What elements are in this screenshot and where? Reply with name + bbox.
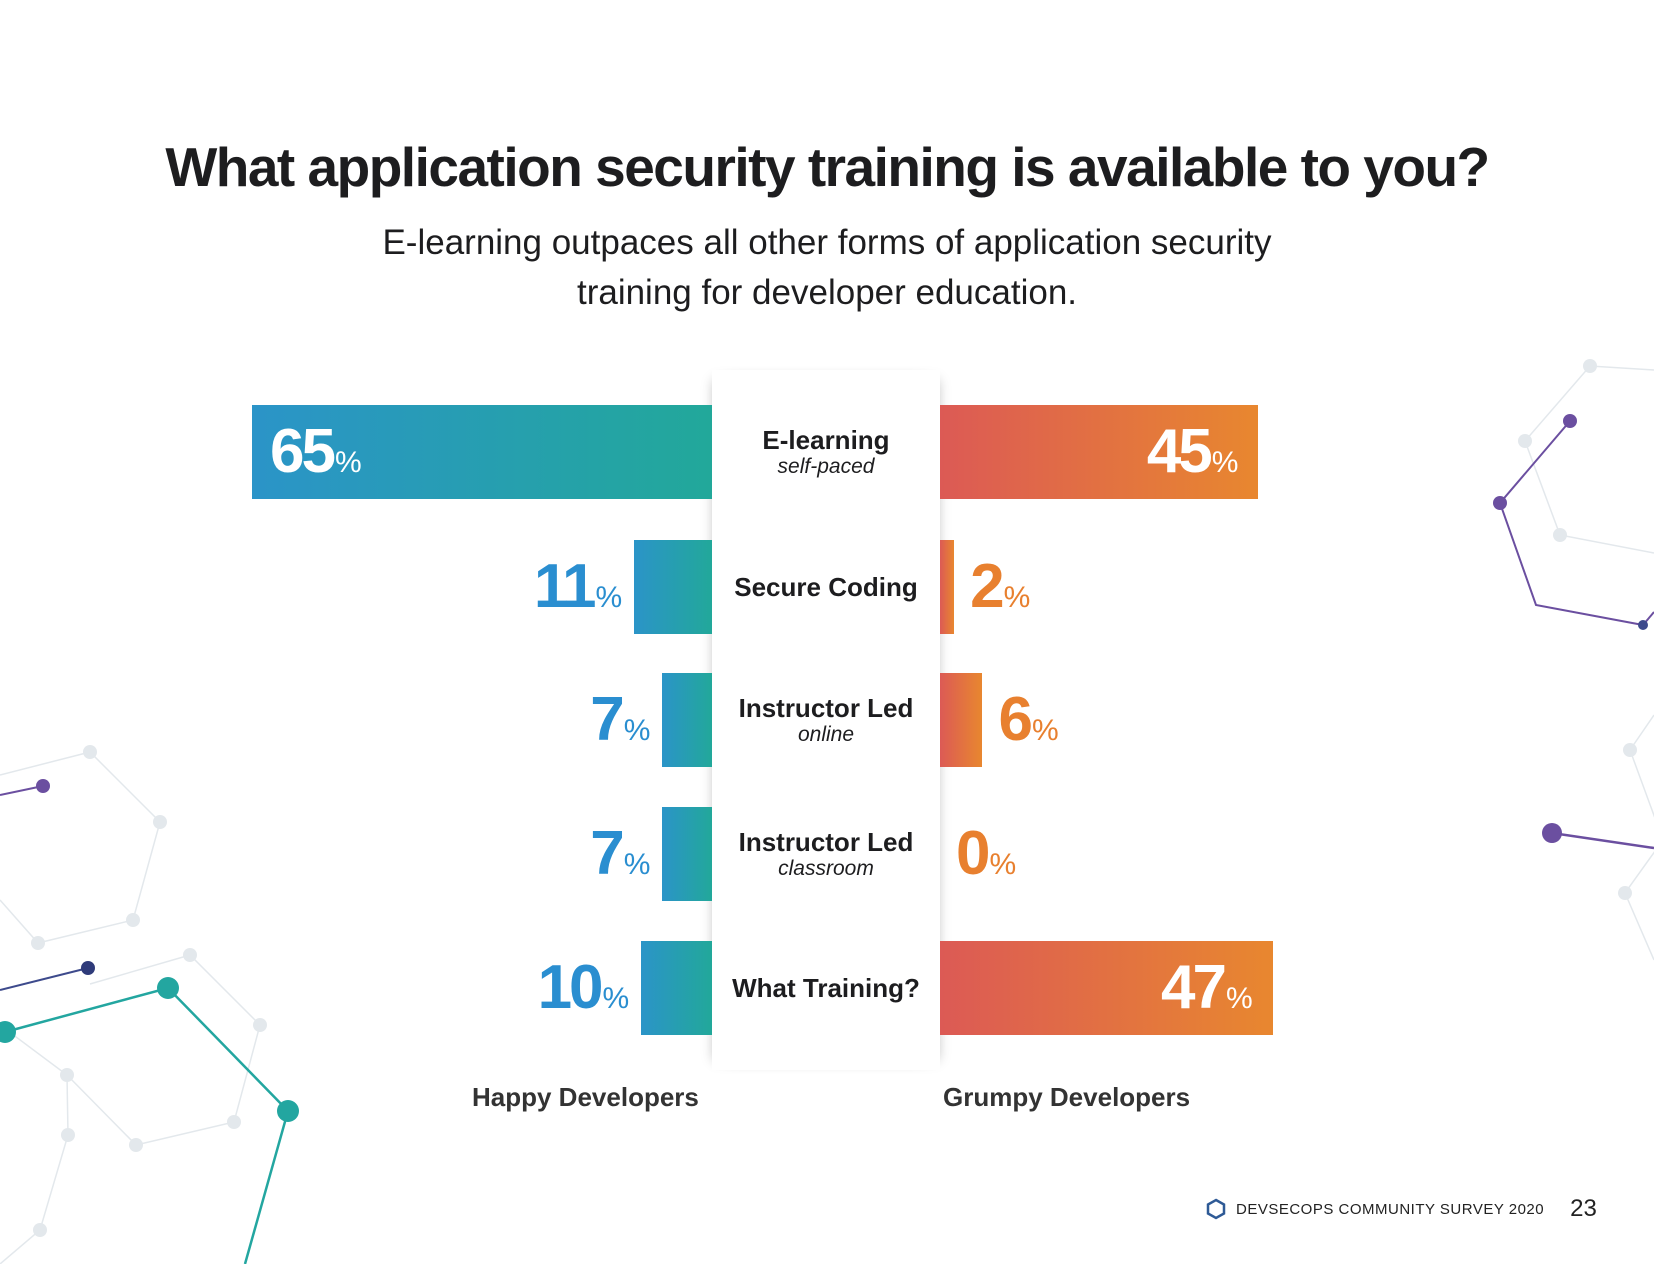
category-main-label: What Training? — [732, 973, 920, 1003]
bar-happy-3 — [662, 807, 712, 901]
bar-grumpy-0 — [940, 405, 1259, 499]
value-number: 6 — [998, 685, 1033, 754]
percent-sign: % — [623, 714, 651, 747]
bar-happy-1 — [634, 540, 712, 634]
page-title: What application security training is av… — [165, 136, 1490, 198]
percent-sign: % — [334, 446, 362, 479]
category-column — [712, 370, 940, 1070]
value-grumpy-3: 0% — [956, 823, 1016, 896]
category-label-3: Instructor Led classroom — [712, 827, 940, 881]
value-number: 7 — [590, 685, 625, 754]
category-label-4: What Training? — [712, 973, 940, 1003]
value-grumpy-1: 2% — [970, 556, 1030, 629]
bar-happy-4 — [641, 941, 712, 1035]
bar-grumpy-1 — [940, 540, 955, 634]
category-main-label: Instructor Led — [738, 693, 914, 723]
value-number: 7 — [590, 819, 625, 888]
category-main-label: E-learning — [762, 425, 890, 455]
value-number: 2 — [970, 552, 1005, 621]
category-main-label: Secure Coding — [734, 572, 918, 602]
percent-sign: % — [602, 982, 630, 1015]
hexagon-icon — [1206, 1198, 1226, 1220]
value-number: 45 — [1146, 417, 1213, 486]
percent-sign: % — [1211, 446, 1239, 479]
percent-sign: % — [1003, 581, 1031, 614]
category-label-2: Instructor Led online — [712, 693, 940, 747]
value-grumpy-4: 47% — [1161, 957, 1253, 1030]
page-footer: DEVSECOPS COMMUNITY SURVEY 2020 23 — [1206, 1195, 1597, 1223]
percent-sign: % — [989, 848, 1017, 881]
category-sublabel: classroom — [778, 857, 874, 880]
percent-sign: % — [595, 581, 623, 614]
percent-sign: % — [1031, 714, 1059, 747]
category-sublabel: self-paced — [777, 455, 875, 478]
category-main-label: Instructor Led — [738, 827, 914, 857]
value-number: 10 — [537, 953, 604, 1022]
value-happy-3: 7% — [590, 823, 650, 896]
percent-sign: % — [623, 848, 651, 881]
value-grumpy-2: 6% — [998, 689, 1058, 762]
value-happy-2: 7% — [590, 689, 650, 762]
bar-happy-0 — [252, 405, 712, 499]
bar-happy-2 — [662, 673, 712, 767]
bar-grumpy-4 — [940, 941, 1273, 1035]
value-happy-0: 65% — [270, 421, 362, 494]
bar-grumpy-2 — [940, 673, 983, 767]
value-number: 11 — [533, 552, 597, 621]
page-subtitle: E-learning outpaces all other forms of a… — [382, 223, 1272, 312]
value-number: 65 — [270, 417, 336, 486]
value-grumpy-0: 45% — [1147, 421, 1239, 494]
percent-sign: % — [1225, 982, 1253, 1015]
category-label-1: Secure Coding — [712, 572, 940, 602]
value-number: 47 — [1160, 953, 1227, 1022]
legend-happy-developers: Happy Developers — [472, 1082, 699, 1112]
footer-survey-name: DEVSECOPS COMMUNITY SURVEY 2020 — [1236, 1200, 1545, 1218]
category-label-0: E-learning self-paced — [712, 425, 940, 479]
page-number: 23 — [1570, 1195, 1597, 1222]
value-happy-1: 11% — [534, 556, 622, 629]
value-number: 0 — [956, 819, 991, 888]
category-sublabel: online — [797, 723, 855, 746]
value-happy-4: 10% — [538, 957, 630, 1030]
legend-grumpy-developers: Grumpy Developers — [943, 1082, 1191, 1112]
